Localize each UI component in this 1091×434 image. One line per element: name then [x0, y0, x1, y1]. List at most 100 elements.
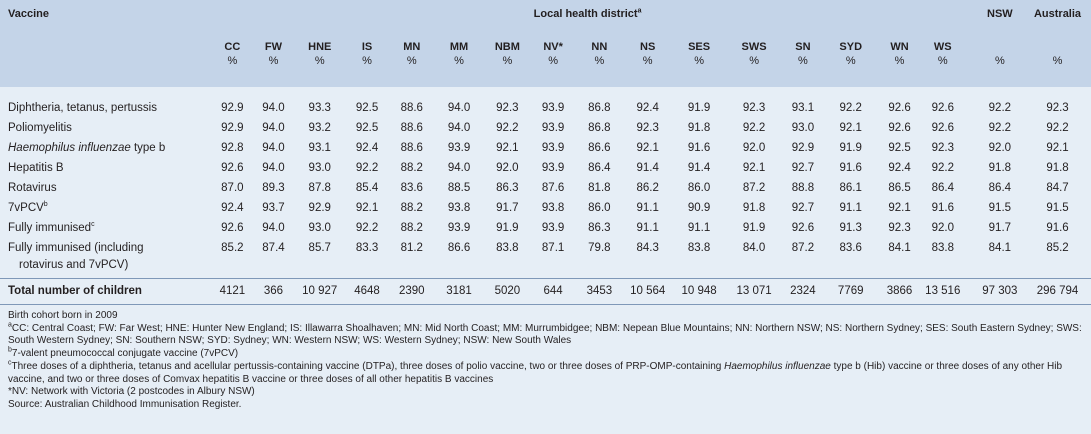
table-cell: 92.4 [221, 202, 244, 214]
lhd-footnote-marker: a [637, 7, 642, 15]
nsw-percent-header: % [975, 28, 1025, 87]
table-cell: 4648 [345, 278, 389, 305]
table-cell: 92.6 [931, 102, 954, 114]
total-row: Total number of children 4121 366 10 927 464… [0, 278, 1091, 305]
table-cell: 91.6 [931, 202, 954, 214]
table-cell: 92.7 [791, 162, 815, 174]
table-cell: 81.8 [588, 182, 611, 194]
percent-unit: % [749, 55, 759, 67]
table-cell: 92.4 [355, 142, 379, 154]
table-cell: 94.0 [262, 162, 285, 174]
district-header-cell: HNE% [294, 28, 346, 87]
district-code: MM [449, 41, 469, 53]
district-header-cell: WS% [922, 28, 964, 87]
table-cell: 90.9 [687, 202, 711, 214]
table-cell: 91.6 [839, 162, 862, 174]
table-cell: 88.5 [447, 182, 471, 194]
district-code: SN [795, 41, 811, 53]
table-row: Rotavirus 87.0 89.3 87.8 85.4 83.6 88.5 86.3 87.… [0, 178, 1091, 198]
percent-unit: % [268, 55, 279, 67]
table-cell: 92.3 [496, 102, 519, 114]
table-cell: 91.7 [988, 222, 1012, 234]
table-cell: 94.0 [262, 102, 285, 114]
district-header-cell: NS% [624, 28, 672, 87]
gap-cell [963, 98, 975, 118]
row-label-line2: rotavirus and 7vPCV) [19, 259, 129, 271]
row-label-italic: Haemophilus influenzae [8, 142, 131, 154]
table-cell: 87.8 [308, 182, 331, 194]
district-header-cell: NN% [574, 28, 625, 87]
table-cell: 92.2 [988, 122, 1012, 134]
district-header-cell: SN% [781, 28, 825, 87]
table-cell: 92.1 [888, 202, 911, 214]
table-cell: 92.2 [988, 102, 1012, 114]
table-cell: 92.0 [742, 142, 766, 154]
table-cell: 93.9 [541, 122, 565, 134]
table-row: Fully immunised (including rotavirus and … [0, 238, 1091, 276]
district-header-cell: SYD% [824, 28, 877, 87]
district-code: SES [688, 41, 711, 53]
table-cell: 85.2 [221, 242, 244, 254]
table-cell: 91.8 [687, 122, 711, 134]
table-cell: 92.2 [355, 162, 379, 174]
table-cell: 91.8 [988, 162, 1012, 174]
gap-cell [202, 138, 212, 158]
district-header-cell: WN% [876, 28, 923, 87]
gap-cell [963, 238, 975, 276]
table-cell: 91.1 [839, 202, 862, 214]
percent-unit: % [227, 55, 238, 67]
table-cell: 92.6 [221, 222, 244, 234]
table-cell: 88.6 [400, 122, 423, 134]
table-cell: 93.1 [308, 142, 331, 154]
table-cell: 13 516 [922, 278, 964, 305]
table-cell: 86.5 [888, 182, 911, 194]
table-cell: 86.8 [588, 122, 611, 134]
table-cell: 92.5 [888, 142, 911, 154]
table-cell: 3181 [434, 278, 484, 305]
table-cell: 83.3 [355, 242, 379, 254]
table-cell: 93.9 [447, 222, 471, 234]
table-cell: 92.3 [1046, 102, 1069, 114]
table-cell: 87.4 [262, 242, 285, 254]
header-gap [201, 0, 212, 28]
percent-unit: % [937, 55, 948, 67]
district-code: WS [933, 41, 952, 53]
spacer-row [0, 87, 1091, 98]
table-cell: 87.1 [541, 242, 565, 254]
table-cell: 87.6 [541, 182, 565, 194]
table-cell: 93.8 [541, 202, 565, 214]
local-health-district-header: Local health districta [211, 0, 964, 28]
table-cell: 89.3 [262, 182, 285, 194]
table-cell: 92.2 [496, 122, 519, 134]
gap-cell [963, 218, 975, 238]
table-cell: 85.2 [1046, 242, 1069, 254]
table-cell: 86.6 [588, 142, 611, 154]
table-cell: 84.1 [888, 242, 911, 254]
row-label: Hepatitis B [0, 158, 202, 178]
table-cell: 83.8 [687, 242, 711, 254]
table-cell: 10 948 [671, 278, 727, 305]
table-cell: 2324 [781, 278, 825, 305]
gap-cell [202, 98, 212, 118]
table-cell: 88.8 [791, 182, 815, 194]
table-cell: 92.5 [355, 122, 379, 134]
table-cell: 4121 [211, 278, 253, 305]
row-label-rest: type b [130, 142, 166, 154]
table-cell: 94.0 [262, 222, 285, 234]
percent-unit: % [1052, 55, 1063, 67]
table-cell: 92.2 [742, 122, 766, 134]
table-cell: 93.0 [308, 222, 331, 234]
table-cell: 93.9 [541, 162, 565, 174]
district-code: FW [264, 41, 283, 53]
table-cell: 3866 [876, 278, 923, 305]
table-cell: 83.6 [839, 242, 862, 254]
gap-cell [963, 118, 975, 138]
table-cell: 92.8 [221, 142, 244, 154]
note-nv: *NV: Network with Victoria (2 postcodes … [8, 386, 255, 398]
table-cell: 91.9 [496, 222, 519, 234]
table-cell: 94.0 [447, 102, 471, 114]
table-cell: 92.0 [988, 142, 1012, 154]
table-cell: 86.3 [496, 182, 519, 194]
australia-percent-header: % [1024, 28, 1091, 87]
